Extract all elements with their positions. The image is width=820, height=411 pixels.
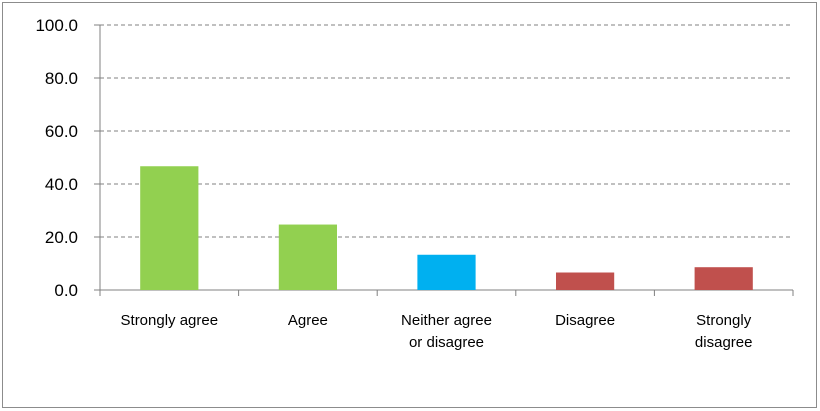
x-tick-label: disagree <box>695 334 753 351</box>
y-tick-label: 40.0 <box>45 175 78 194</box>
bar <box>278 224 338 290</box>
x-tick-label: Agree <box>288 312 328 329</box>
x-tick-label: Disagree <box>555 312 615 329</box>
x-tick-label: Strongly <box>696 312 752 329</box>
x-tick-label: Neither agree <box>401 312 492 329</box>
bar <box>140 166 199 290</box>
bar <box>694 267 753 290</box>
y-tick-label: 60.0 <box>45 122 78 141</box>
y-tick-label: 0.0 <box>54 281 78 300</box>
y-tick-label: 100.0 <box>35 16 78 35</box>
x-tick-label: or disagree <box>409 334 484 351</box>
y-tick-label: 80.0 <box>45 69 78 88</box>
y-tick-label: 20.0 <box>45 228 78 247</box>
x-tick-label: Strongly agree <box>121 312 219 329</box>
bar <box>417 254 476 290</box>
bar <box>555 272 615 290</box>
